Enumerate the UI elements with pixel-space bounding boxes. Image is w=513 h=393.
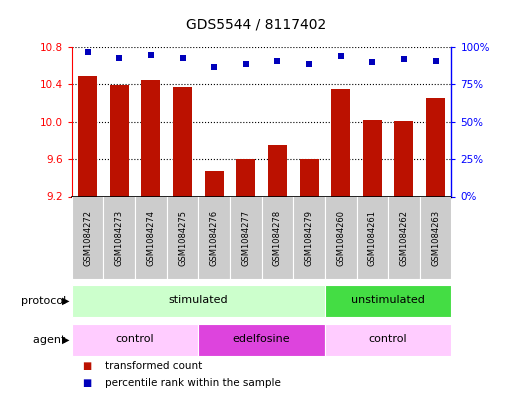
- Bar: [331, 89, 350, 196]
- Bar: [293, 196, 325, 279]
- Point: [115, 55, 124, 61]
- Point: [337, 53, 345, 59]
- Text: GSM1084274: GSM1084274: [146, 210, 155, 266]
- Bar: [142, 80, 161, 196]
- Text: GSM1084273: GSM1084273: [115, 210, 124, 266]
- Bar: [300, 159, 319, 196]
- Point: [147, 51, 155, 58]
- Text: GSM1084261: GSM1084261: [368, 210, 377, 266]
- Bar: [262, 196, 293, 279]
- Text: ■: ■: [82, 361, 91, 371]
- Point: [400, 56, 408, 62]
- Bar: [135, 196, 167, 279]
- Bar: [167, 196, 199, 279]
- Point: [431, 57, 440, 64]
- Text: ▶: ▶: [62, 335, 69, 345]
- Text: agent: agent: [33, 335, 69, 345]
- Point: [179, 55, 187, 61]
- Text: percentile rank within the sample: percentile rank within the sample: [105, 378, 281, 388]
- Bar: [173, 87, 192, 196]
- Bar: [357, 196, 388, 279]
- Text: control: control: [369, 334, 407, 344]
- Bar: [363, 120, 382, 196]
- Bar: [72, 196, 104, 279]
- Bar: [268, 145, 287, 196]
- Bar: [78, 76, 97, 196]
- Text: stimulated: stimulated: [169, 295, 228, 305]
- Bar: [394, 121, 413, 196]
- Text: ▶: ▶: [62, 296, 69, 306]
- Bar: [205, 171, 224, 196]
- Bar: [388, 196, 420, 279]
- Text: GSM1084277: GSM1084277: [241, 210, 250, 266]
- Point: [305, 61, 313, 67]
- Text: GSM1084278: GSM1084278: [273, 210, 282, 266]
- Bar: [230, 196, 262, 279]
- Point: [84, 48, 92, 55]
- Text: GSM1084263: GSM1084263: [431, 210, 440, 266]
- Text: GSM1084272: GSM1084272: [83, 210, 92, 266]
- Bar: [110, 85, 129, 196]
- Text: GDS5544 / 8117402: GDS5544 / 8117402: [186, 18, 327, 32]
- Text: unstimulated: unstimulated: [351, 295, 425, 305]
- Bar: [426, 99, 445, 196]
- Bar: [325, 324, 451, 356]
- Bar: [104, 196, 135, 279]
- Bar: [236, 159, 255, 196]
- Bar: [199, 324, 325, 356]
- Text: GSM1084275: GSM1084275: [178, 210, 187, 266]
- Point: [210, 63, 219, 70]
- Text: transformed count: transformed count: [105, 361, 203, 371]
- Text: GSM1084262: GSM1084262: [400, 210, 408, 266]
- Point: [368, 59, 377, 65]
- Text: GSM1084276: GSM1084276: [210, 210, 219, 266]
- Text: control: control: [116, 334, 154, 344]
- Bar: [325, 285, 451, 317]
- Point: [242, 61, 250, 67]
- Bar: [325, 196, 357, 279]
- Text: ■: ■: [82, 378, 91, 388]
- Bar: [72, 324, 199, 356]
- Text: GSM1084279: GSM1084279: [305, 210, 313, 266]
- Bar: [72, 285, 325, 317]
- Bar: [420, 196, 451, 279]
- Text: edelfosine: edelfosine: [233, 334, 290, 344]
- Bar: [199, 196, 230, 279]
- Text: protocol: protocol: [21, 296, 69, 306]
- Point: [273, 57, 282, 64]
- Text: GSM1084260: GSM1084260: [336, 210, 345, 266]
